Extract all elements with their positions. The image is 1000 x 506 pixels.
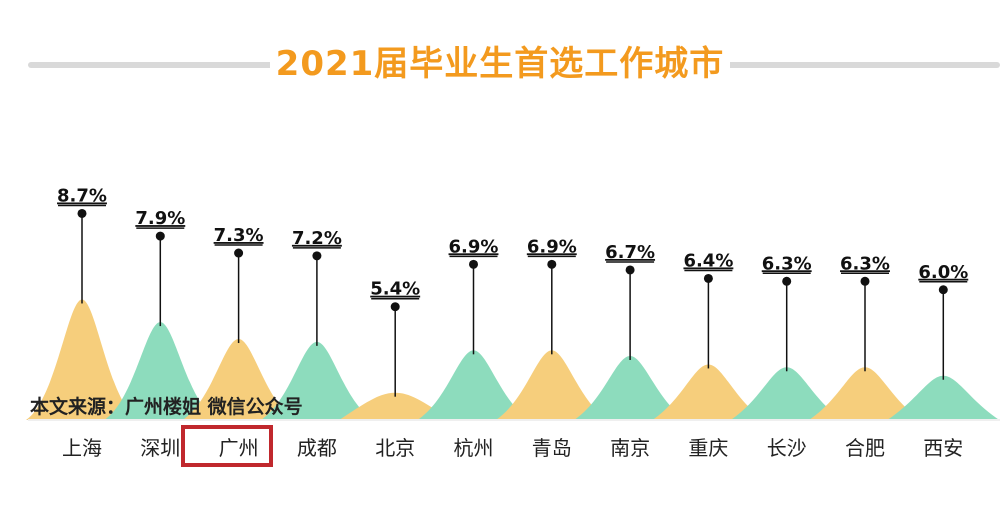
value-dot <box>155 231 165 241</box>
x-tick-label: 上海 <box>62 436 102 460</box>
value-dot <box>234 248 244 258</box>
data-label: 6.0% <box>918 262 968 283</box>
x-tick-label: 深圳 <box>140 436 180 460</box>
bar-杭州 <box>417 350 530 420</box>
bar-广州 <box>182 339 295 420</box>
source-note: 本文来源：广州楼姐 微信公众号 <box>30 396 303 418</box>
value-dot <box>312 251 322 261</box>
x-tick-label: 广州 <box>219 436 259 460</box>
bar-北京 <box>339 392 452 420</box>
data-label: 6.3% <box>840 253 890 274</box>
bar-成都 <box>260 341 373 420</box>
bar-南京 <box>574 355 687 420</box>
x-tick-label: 重庆 <box>688 436 728 460</box>
chart-title-wrap: 2021届毕业生首选工作城市 <box>0 36 1000 85</box>
data-label: 6.3% <box>762 253 812 274</box>
value-dot <box>547 259 557 269</box>
data-label: 6.9% <box>449 236 499 257</box>
data-label: 6.7% <box>605 242 655 263</box>
bar-西安 <box>887 375 1000 420</box>
data-label: 7.9% <box>135 208 185 229</box>
x-tick-label: 北京 <box>375 436 415 460</box>
bar-深圳 <box>104 322 217 420</box>
x-tick-label: 南京 <box>610 436 650 460</box>
bar-重庆 <box>652 364 765 420</box>
bar-长沙 <box>730 367 843 420</box>
highlight-box <box>181 425 273 467</box>
x-axis-line <box>28 419 1000 421</box>
value-dot <box>703 273 713 283</box>
value-dot <box>782 276 792 286</box>
x-tick-label: 杭州 <box>454 436 494 460</box>
value-dot <box>860 276 870 286</box>
data-label: 7.2% <box>292 228 342 249</box>
x-tick-label: 青岛 <box>532 436 572 460</box>
x-tick-label: 西安 <box>923 436 963 460</box>
value-dot <box>77 208 87 218</box>
x-tick-label: 合肥 <box>845 436 885 460</box>
x-tick-label: 长沙 <box>767 436 807 460</box>
value-dot <box>938 285 948 295</box>
data-label: 6.4% <box>683 250 733 271</box>
x-tick-label: 成都 <box>297 436 337 460</box>
data-label: 5.4% <box>370 279 420 300</box>
bar-上海 <box>26 299 138 420</box>
data-label: 8.7% <box>57 185 107 206</box>
bar-青岛 <box>495 350 608 420</box>
data-label: 6.9% <box>527 236 577 257</box>
value-dot <box>469 259 478 269</box>
value-dot <box>625 265 635 275</box>
bar-合肥 <box>809 367 921 420</box>
chart-title: 2021届毕业生首选工作城市 <box>269 44 731 84</box>
data-label: 7.3% <box>214 225 264 246</box>
value-dot <box>390 302 400 312</box>
